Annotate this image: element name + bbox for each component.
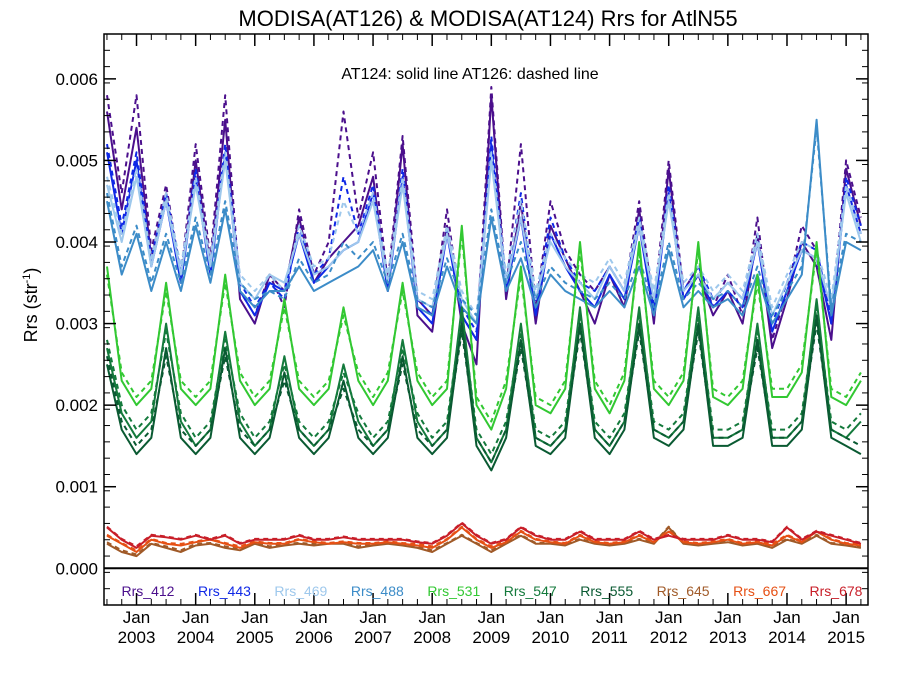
x-tick-label-year: 2011	[591, 628, 628, 647]
y-tick-label: 0.006	[55, 70, 98, 89]
x-tick-label-year: 2013	[709, 628, 747, 647]
x-tick-label-month: Jan	[359, 608, 386, 627]
legend-entry-rrs-678: Rrs_678	[810, 583, 863, 599]
y-axis-label-close: )	[21, 268, 41, 274]
y-tick-label: 0.003	[55, 315, 98, 334]
series-line-rrs-678-dashed	[106, 521, 862, 548]
x-tick-label-year: 2014	[768, 628, 806, 647]
x-tick-label-month: Jan	[300, 608, 327, 627]
x-tick-label-month: Jan	[478, 608, 505, 627]
x-tick-label-month: Jan	[418, 608, 445, 627]
legend-entry-rrs-555: Rrs_555	[580, 583, 633, 599]
y-axis-label-main: Rrs (str	[21, 283, 41, 342]
x-tick-label-month: Jan	[241, 608, 268, 627]
series-line-rrs-469-dashed	[106, 151, 862, 317]
series-line-rrs-645-solid	[106, 526, 862, 558]
legend-entry-rrs-667: Rrs_667	[733, 583, 786, 599]
series-line-rrs-667-dashed	[106, 525, 861, 552]
series-line-rrs-531-solid	[106, 224, 862, 431]
x-tick-label-year: 2010	[532, 628, 570, 647]
x-tick-label-month: Jan	[714, 608, 741, 627]
series-line-rrs-645-dashed	[106, 525, 862, 556]
y-tick-label: 0.004	[55, 233, 98, 252]
series-line-rrs-488-dashed	[106, 126, 862, 317]
y-axis-label-superscript: -1	[21, 274, 33, 284]
x-tick-label-year: 2003	[118, 628, 156, 647]
x-tick-label-year: 2009	[472, 628, 510, 647]
x-tick-label-month: Jan	[655, 608, 682, 627]
chart-title: MODISA(AT126) & MODISA(AT124) Rrs for At…	[238, 6, 737, 31]
plot-area	[104, 86, 868, 570]
x-tick-label-year: 2015	[827, 628, 865, 647]
x-tick-label-month: Jan	[537, 608, 564, 627]
series-line-rrs-531-dashed	[106, 232, 862, 423]
legend-entry-rrs-488: Rrs_488	[351, 583, 404, 599]
x-tick-label-month: Jan	[773, 608, 800, 627]
y-tick-label: 0.002	[55, 396, 98, 415]
x-tick-label-month: Jan	[182, 608, 209, 627]
x-tick-label-year: 2005	[236, 628, 274, 647]
x-tick-label-month: Jan	[832, 608, 859, 627]
legend-entry-rrs-443: Rrs_443	[198, 583, 251, 599]
legend-entry-rrs-531: Rrs_531	[427, 583, 480, 599]
series-line-rrs-488-solid	[106, 118, 862, 325]
x-tick-label-year: 2006	[295, 628, 333, 647]
legend-entry-rrs-547: Rrs_547	[504, 583, 557, 599]
y-tick-label: 0.001	[55, 478, 98, 497]
y-tick-label: 0.000	[55, 559, 98, 578]
y-tick-label: 0.005	[55, 151, 98, 170]
legend-entry-rrs-645: Rrs_645	[657, 583, 710, 599]
axes-frame	[103, 33, 869, 606]
legend: Rrs_412 Rrs_443 Rrs_469 Rrs_488 Rrs_531 Rrs_5…	[122, 583, 863, 599]
x-tick-label-month: Jan	[596, 608, 623, 627]
series-line-rrs-555-dashed	[106, 322, 862, 464]
series-line-rrs-667-solid	[106, 526, 862, 553]
legend-entry-rrs-469: Rrs_469	[274, 583, 327, 599]
legend-entry-rrs-412: Rrs_412	[122, 583, 175, 599]
x-tick-label-year: 2012	[650, 628, 688, 647]
x-tick-label-month: Jan	[123, 608, 150, 627]
y-axis-label: Rrs (str-1)	[21, 268, 41, 343]
axes: 0.0000.0010.0020.0030.0040.0050.006Jan20…	[55, 33, 869, 647]
x-tick-label-year: 2004	[177, 628, 215, 647]
series-line-rrs-412-dashed	[106, 86, 862, 341]
series-line-rrs-547-dashed	[106, 306, 862, 456]
x-tick-label-year: 2007	[354, 628, 392, 647]
line-style-note: AT124: solid line AT126: dashed line	[341, 66, 598, 83]
x-tick-label-year: 2008	[413, 628, 451, 647]
